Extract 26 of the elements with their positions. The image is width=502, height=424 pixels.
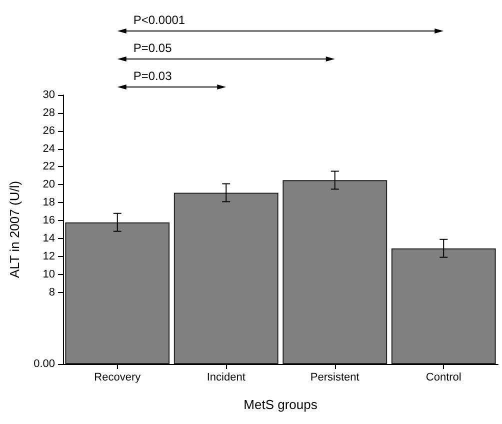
y-tick-label: 0.00: [34, 358, 55, 370]
x-tick-label: Control: [426, 372, 462, 384]
y-tick-label: 22: [42, 160, 55, 173]
bar: [282, 180, 388, 364]
y-axis-title: ALT in 2007 (U/l): [7, 180, 22, 278]
text: P<0.0001: [133, 13, 186, 27]
y-tick-label: 28: [42, 106, 55, 119]
bar: [65, 222, 170, 364]
x-axis-title: MetS groups: [244, 397, 318, 412]
y-tick-label: 26: [42, 124, 55, 137]
bar: [391, 248, 496, 364]
y-tick-label: 8: [48, 286, 55, 298]
y-tick-label: 24: [42, 142, 55, 155]
bar: [174, 192, 278, 364]
x-tick-label: Incident: [206, 372, 246, 384]
y-tick-label: 12: [42, 250, 55, 262]
x-tick-label: Persistent: [310, 372, 360, 384]
text: P=0.03: [133, 69, 172, 83]
y-tick-label: 14: [42, 232, 55, 244]
y-tick-label: 18: [42, 196, 55, 209]
x-tick-label: Recovery: [94, 372, 142, 384]
text: P=0.05: [133, 41, 172, 55]
y-tick-label: 20: [42, 178, 55, 191]
y-tick-label: 10: [42, 268, 55, 280]
y-tick-label: 30: [42, 89, 55, 101]
y-tick-label: 16: [42, 214, 55, 227]
